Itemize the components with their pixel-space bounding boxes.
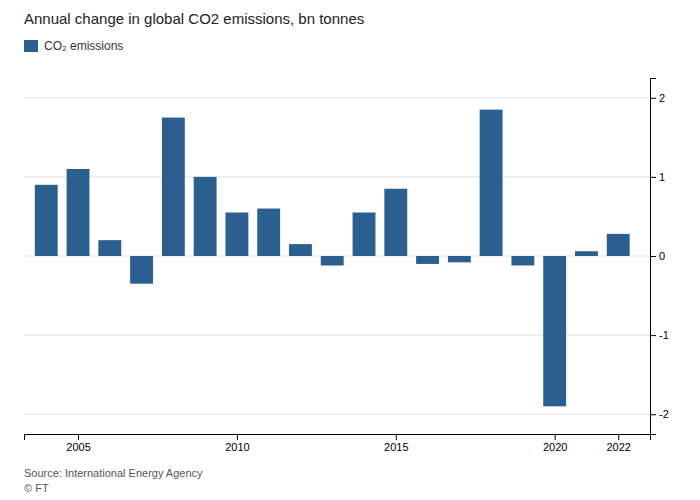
y-axis: -2 -1 0 1 2 <box>650 79 669 435</box>
x-tick-label: 2010 <box>225 441 249 453</box>
y-tick: 1 <box>650 171 665 183</box>
x-tick: 2022 <box>606 434 630 453</box>
annotation: Source: International Energy Agency <box>24 467 203 479</box>
y-tick-label: -1 <box>659 329 669 341</box>
bar <box>194 177 217 256</box>
y-axis-line <box>651 79 657 435</box>
x-tick-label: 2020 <box>543 441 567 453</box>
grid-line <box>24 97 650 98</box>
x-tick: 2015 <box>384 434 408 453</box>
x-tick-label: 2022 <box>606 441 630 453</box>
legend-item: CO₂ emissions <box>24 39 123 53</box>
y-tick: 0 <box>650 250 665 262</box>
bar <box>225 212 248 256</box>
x-tick: 2005 <box>66 434 90 453</box>
y-tick-label: 2 <box>659 92 665 104</box>
bar <box>67 169 90 256</box>
bars <box>35 110 630 407</box>
x-tick: 2020 <box>543 434 567 453</box>
y-tick-mark <box>650 256 656 257</box>
y-tick-mark <box>650 414 656 415</box>
x-tick-label: 2005 <box>66 441 90 453</box>
annotations: Source: International Energy Agency © FT <box>24 467 203 494</box>
bar <box>543 256 566 406</box>
x-axis: 2005 2010 2015 2020 2022 <box>25 434 651 453</box>
y-tick-label: 0 <box>659 250 665 262</box>
y-tick-mark <box>650 98 656 99</box>
plot: 2005 2010 2015 2020 2022 -2 -1 0 1 2 <box>24 79 669 453</box>
legend: CO₂ emissions <box>24 39 123 53</box>
y-tick: -1 <box>650 329 669 341</box>
bar <box>575 251 598 256</box>
legend-label: CO₂ emissions <box>44 39 123 53</box>
bar <box>35 185 58 256</box>
y-tick-label: -2 <box>659 408 669 420</box>
x-tick-mark <box>78 434 79 440</box>
bar <box>98 240 121 256</box>
x-tick-mark <box>396 434 397 440</box>
grid <box>24 98 650 414</box>
y-tick: -2 <box>650 408 669 420</box>
bar <box>480 110 503 256</box>
chart: Annual change in global CO2 emissions, b… <box>0 0 700 500</box>
title: Annual change in global CO2 emissions, b… <box>24 10 364 27</box>
bar <box>257 209 280 256</box>
bar <box>130 256 153 284</box>
y-tick-label: 1 <box>659 171 665 183</box>
bar <box>416 256 439 264</box>
x-tick-mark <box>237 434 238 440</box>
grid-line <box>24 414 650 415</box>
bar <box>289 244 312 256</box>
grid-line <box>24 176 650 177</box>
y-tick: 2 <box>650 92 665 104</box>
bar <box>321 256 344 265</box>
bar <box>448 256 471 262</box>
x-tick-mark <box>555 434 556 440</box>
y-tick-mark <box>650 177 656 178</box>
bar <box>384 189 407 256</box>
x-tick-label: 2015 <box>384 441 408 453</box>
legend-swatch <box>24 40 38 52</box>
annotation: © FT <box>24 482 49 494</box>
bar <box>162 118 185 256</box>
bar <box>511 256 534 265</box>
y-tick-mark <box>650 335 656 336</box>
x-axis-line <box>25 435 651 441</box>
bar <box>607 234 630 256</box>
x-tick-mark <box>618 434 619 440</box>
bar <box>353 212 376 256</box>
x-tick: 2010 <box>225 434 249 453</box>
